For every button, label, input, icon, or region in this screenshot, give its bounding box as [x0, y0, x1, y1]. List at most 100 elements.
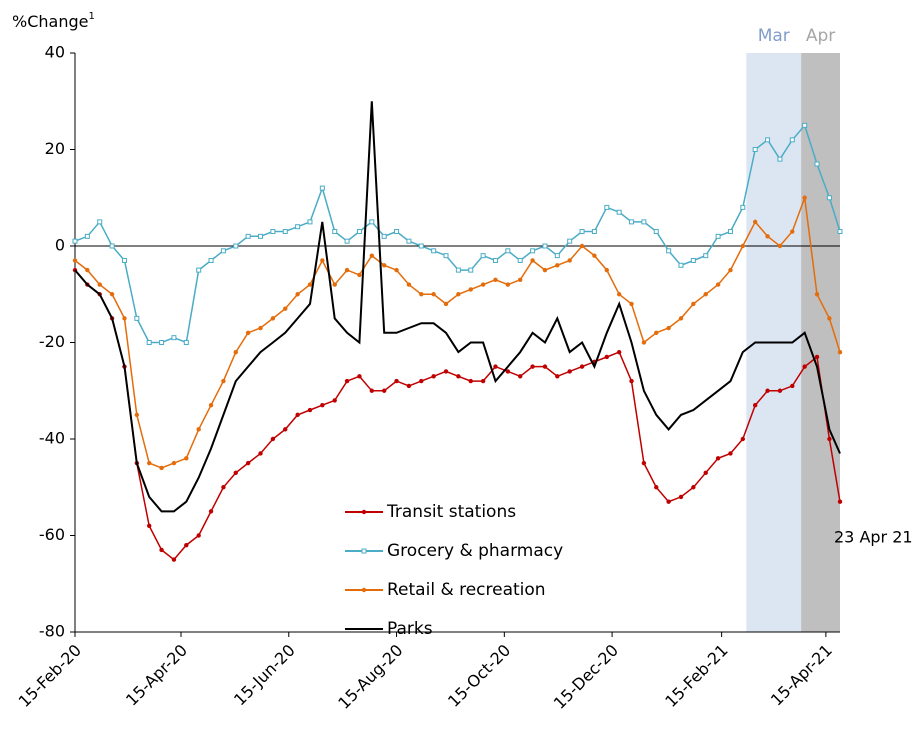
marker	[356, 229, 362, 235]
marker	[184, 542, 189, 548]
marker	[394, 267, 399, 273]
marker	[678, 262, 684, 268]
marker	[666, 248, 672, 254]
marker	[480, 282, 486, 287]
marker	[443, 301, 449, 307]
marker	[159, 547, 164, 553]
marker	[715, 282, 721, 287]
marker	[134, 315, 140, 321]
marker	[480, 253, 486, 259]
marker	[802, 122, 808, 128]
marker	[641, 219, 647, 225]
marker	[492, 257, 498, 263]
marker	[369, 219, 375, 225]
marker	[171, 460, 177, 466]
marker	[715, 233, 721, 239]
marker	[258, 233, 264, 239]
marker	[307, 407, 313, 413]
marker	[147, 523, 152, 529]
marker	[406, 282, 412, 287]
marker	[555, 263, 560, 268]
marker	[530, 258, 535, 263]
marker	[283, 306, 288, 311]
marker	[641, 460, 647, 466]
marker	[802, 195, 807, 200]
marker	[245, 460, 251, 466]
marker	[443, 369, 449, 374]
marker	[654, 330, 659, 336]
marker	[802, 364, 807, 369]
marker	[419, 292, 424, 297]
series-line	[74, 101, 841, 513]
marker	[320, 403, 325, 408]
region-label: Mar	[758, 26, 790, 46]
marker	[579, 364, 585, 369]
legend-label: Parks	[387, 619, 433, 639]
marker	[270, 229, 276, 235]
marker	[109, 243, 115, 249]
marker	[418, 243, 424, 249]
marker	[837, 349, 843, 355]
marker	[814, 161, 820, 167]
marker	[740, 436, 746, 442]
marker	[629, 301, 634, 307]
marker	[691, 485, 696, 490]
marker	[344, 378, 350, 384]
marker	[146, 340, 152, 345]
marker	[777, 388, 783, 393]
marker	[109, 292, 115, 297]
marker	[641, 340, 647, 345]
marker	[258, 451, 263, 456]
marker	[591, 229, 597, 235]
marker	[765, 234, 770, 239]
marker	[455, 267, 461, 273]
marker	[369, 388, 375, 393]
marker	[654, 485, 659, 490]
marker	[505, 282, 511, 287]
marker	[814, 354, 820, 360]
x-tick-label: 15-Aug-20	[334, 641, 406, 713]
marker	[740, 243, 746, 249]
marker	[554, 253, 560, 259]
marker	[592, 253, 597, 258]
x-tick-label: 15-Dec-20	[550, 641, 622, 713]
marker	[567, 369, 572, 374]
marker	[567, 238, 573, 244]
marker	[837, 499, 843, 504]
legend-marker	[361, 509, 367, 515]
marker	[233, 243, 239, 249]
marker	[728, 451, 733, 456]
marker	[245, 233, 251, 239]
end-annotation: 23 Apr 21	[834, 528, 913, 547]
marker	[777, 243, 783, 249]
marker	[629, 219, 635, 225]
marker	[703, 253, 709, 259]
marker	[97, 219, 103, 225]
marker	[456, 374, 461, 379]
marker	[752, 147, 758, 152]
marker	[505, 248, 511, 254]
x-tick-label: 15-Feb-20	[15, 641, 85, 711]
legend-marker	[361, 548, 367, 554]
region-label: Apr	[806, 26, 835, 46]
marker	[295, 412, 300, 418]
marker	[530, 364, 535, 369]
marker	[691, 301, 696, 307]
marker	[307, 219, 313, 225]
x-tick-label: 15-Feb-21	[661, 641, 731, 711]
marker	[703, 470, 708, 475]
marker	[727, 229, 733, 235]
marker	[542, 243, 548, 249]
marker	[381, 388, 387, 393]
y-tick-label: -60	[39, 525, 65, 544]
marker	[159, 465, 164, 471]
marker	[406, 383, 412, 389]
marker	[208, 509, 214, 514]
marker	[196, 533, 201, 538]
marker	[258, 325, 263, 331]
marker	[171, 557, 177, 562]
marker	[369, 253, 375, 258]
marker	[567, 258, 572, 263]
marker	[505, 369, 511, 374]
